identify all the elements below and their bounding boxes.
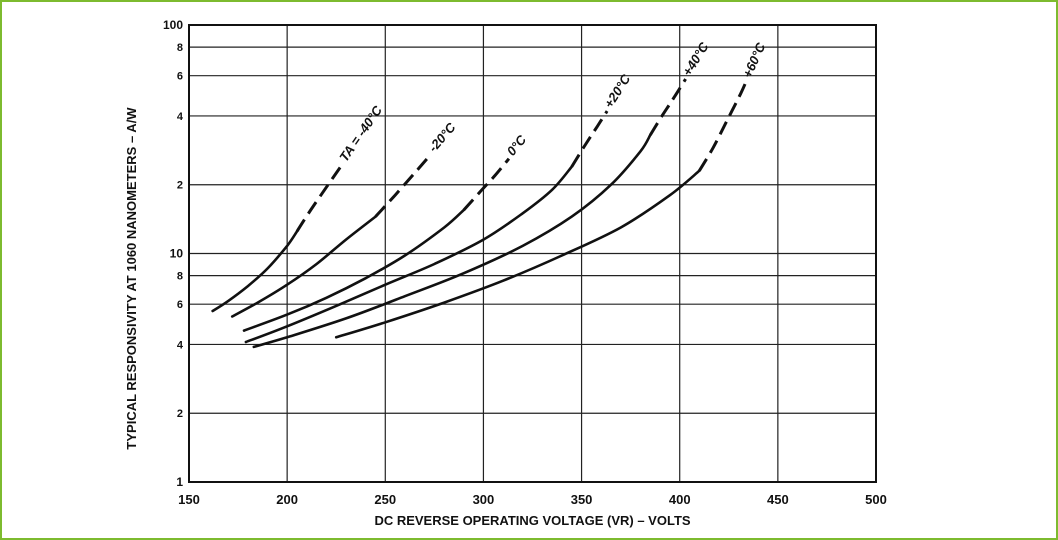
y-tick-label: 6 [177,299,183,311]
curve-label: TA = -40°C [336,103,385,165]
y-tick-label: 1 [176,475,183,489]
y-tick-label: 2 [177,408,183,420]
x-tick-label: 450 [767,492,789,507]
curve-label: -20°C [425,119,459,154]
curve-dashed [462,157,511,212]
x-tick-label: 400 [669,492,691,507]
x-tick-label: 250 [374,492,396,507]
y-axis-title: TYPICAL RESPONSIVITY AT 1060 NANOMETERS … [124,107,139,450]
curve-solid [230,215,377,318]
curve-dashed [374,153,432,218]
x-tick-label: 350 [571,492,593,507]
curve-label: +60°C [740,40,769,80]
curve-label: +20°C [601,71,634,110]
y-tick-label: 4 [177,111,184,123]
x-tick-label: 500 [865,492,887,507]
grid-lines [189,25,876,482]
y-tick-label: 8 [177,271,183,283]
curve-dashed [649,78,687,136]
curve-solid [242,208,466,332]
curve-label: +40°C [679,39,712,79]
x-tick-label: 300 [473,492,495,507]
data-curves [211,78,748,349]
x-tick-label: 200 [276,492,298,507]
y-tick-label: 100 [163,18,183,32]
x-tick-label: 150 [178,492,200,507]
curve-solid [252,133,652,349]
y-tick-label: 2 [177,180,183,192]
y-tick-label: 4 [177,339,184,351]
curve-label: 0°C [504,132,530,159]
y-tick-label: 8 [177,42,183,54]
curve-solid [211,230,299,313]
curve-solid [334,169,701,339]
x-axis-title: DC REVERSE OPERATING VOLTAGE (VR) – VOLT… [374,513,690,528]
tick-labels: 150 200 250 300 350 400 450 500 1 2 4 6 8 10 2 4 6 8 100 [163,18,887,507]
curve-dashed [698,80,748,172]
curve-labels: TA = -40°C -20°C 0°C +20°C +40°C +60°C [336,39,768,164]
y-tick-label: 6 [177,71,183,83]
curve-dashed [570,110,609,168]
plot-area-border [188,24,877,483]
curve-solid [244,165,574,344]
y-tick-label: 10 [170,247,184,261]
curve-dashed [295,163,344,233]
